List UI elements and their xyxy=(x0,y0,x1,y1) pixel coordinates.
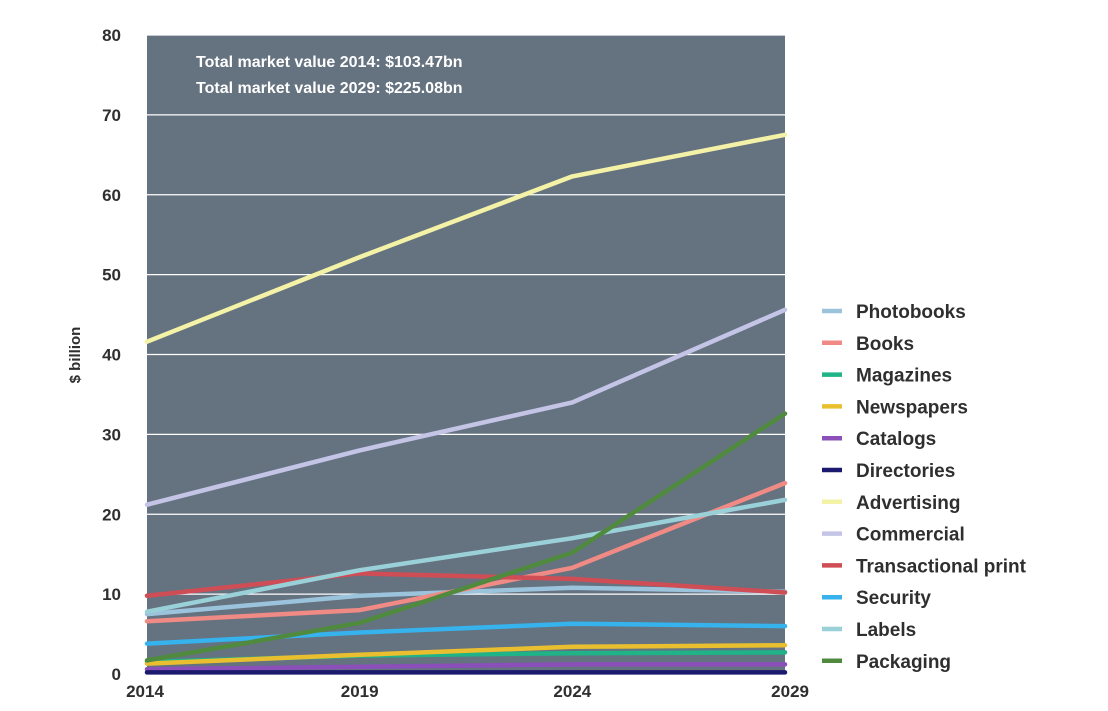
series-line-advertising xyxy=(144,132,788,344)
y-tick-label: 80 xyxy=(102,26,121,45)
series-line-transactional-print xyxy=(144,571,788,598)
legend-label: Commercial xyxy=(856,525,965,546)
y-axis-label: $ billion xyxy=(67,327,84,384)
series-lines xyxy=(144,132,788,675)
series-line-labels xyxy=(144,497,788,614)
legend-label: Newspapers xyxy=(856,397,968,418)
y-tick-label: 50 xyxy=(102,266,121,285)
y-tick-label: 60 xyxy=(102,186,121,205)
legend-label: Catalogs xyxy=(856,429,936,450)
annotation-total-2029: Total market value 2029: $225.08bn xyxy=(196,80,463,97)
legend-label: Security xyxy=(856,588,931,609)
legend-label: Photobooks xyxy=(856,302,966,323)
legend-label: Packaging xyxy=(856,652,951,673)
y-tick-label: 30 xyxy=(102,425,121,444)
y-tick-label: 0 xyxy=(112,665,121,684)
legend-label: Books xyxy=(856,334,914,355)
series-line-photobooks xyxy=(144,585,788,617)
x-tick-label: 2024 xyxy=(553,682,591,701)
series-line-packaging xyxy=(144,411,788,663)
legend-label: Magazines xyxy=(856,366,952,387)
series-line-security xyxy=(144,621,788,646)
legend-label: Transactional print xyxy=(856,556,1027,577)
x-tick-label: 2029 xyxy=(771,682,809,701)
y-tick-label: 40 xyxy=(102,346,121,365)
x-tick-label: 2019 xyxy=(341,682,379,701)
y-tick-label: 10 xyxy=(102,585,121,604)
x-tick-label: 2014 xyxy=(126,682,164,701)
legend-label: Advertising xyxy=(856,493,961,514)
y-tick-label: 20 xyxy=(102,505,121,524)
annotation-total-2014: Total market value 2014: $103.47bn xyxy=(196,54,463,71)
y-axis: 0 10 20 30 40 50 60 70 80 xyxy=(102,26,121,684)
y-tick-label: 70 xyxy=(102,106,121,125)
legend-label: Directories xyxy=(856,461,955,482)
x-axis: 2014 2019 2024 2029 xyxy=(126,682,809,701)
series-line-catalogs xyxy=(144,662,788,672)
series-line-commercial xyxy=(144,307,788,507)
legend-label: Labels xyxy=(856,620,916,641)
series-line-newspapers xyxy=(144,642,788,666)
gridlines xyxy=(147,34,785,595)
legend: Photobooks Books Magazines Newspapers Catalo… xyxy=(822,302,1027,673)
